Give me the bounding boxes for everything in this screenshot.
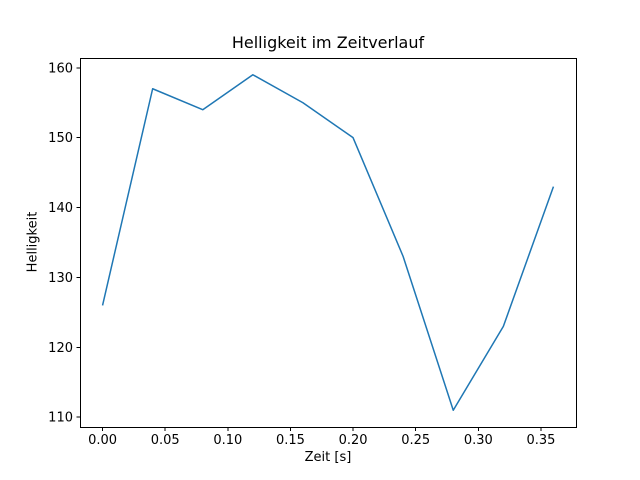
y-tick-label: 110: [48, 411, 73, 426]
x-tick-label: 0.10: [213, 433, 242, 448]
y-tick-label: 120: [48, 341, 73, 356]
y-tick-label: 150: [48, 131, 73, 146]
x-tick-label: 0.30: [464, 433, 493, 448]
axes-border: [80, 58, 577, 428]
x-tick-label: 0.25: [401, 433, 430, 448]
x-tick-label: 0.00: [88, 433, 117, 448]
x-tick-label: 0.15: [276, 433, 305, 448]
y-tick-label: 140: [48, 201, 73, 216]
x-tick-label: 0.35: [526, 433, 555, 448]
x-tick-label: 0.05: [151, 433, 180, 448]
x-axis-label: Zeit [s]: [304, 450, 352, 465]
chart-title: Helligkeit im Zeitverlauf: [231, 33, 425, 52]
series-line: [101, 74, 555, 411]
y-tick-label: 130: [48, 271, 73, 286]
y-tick-label: 160: [48, 61, 73, 76]
x-tick-label: 0.20: [339, 433, 368, 448]
